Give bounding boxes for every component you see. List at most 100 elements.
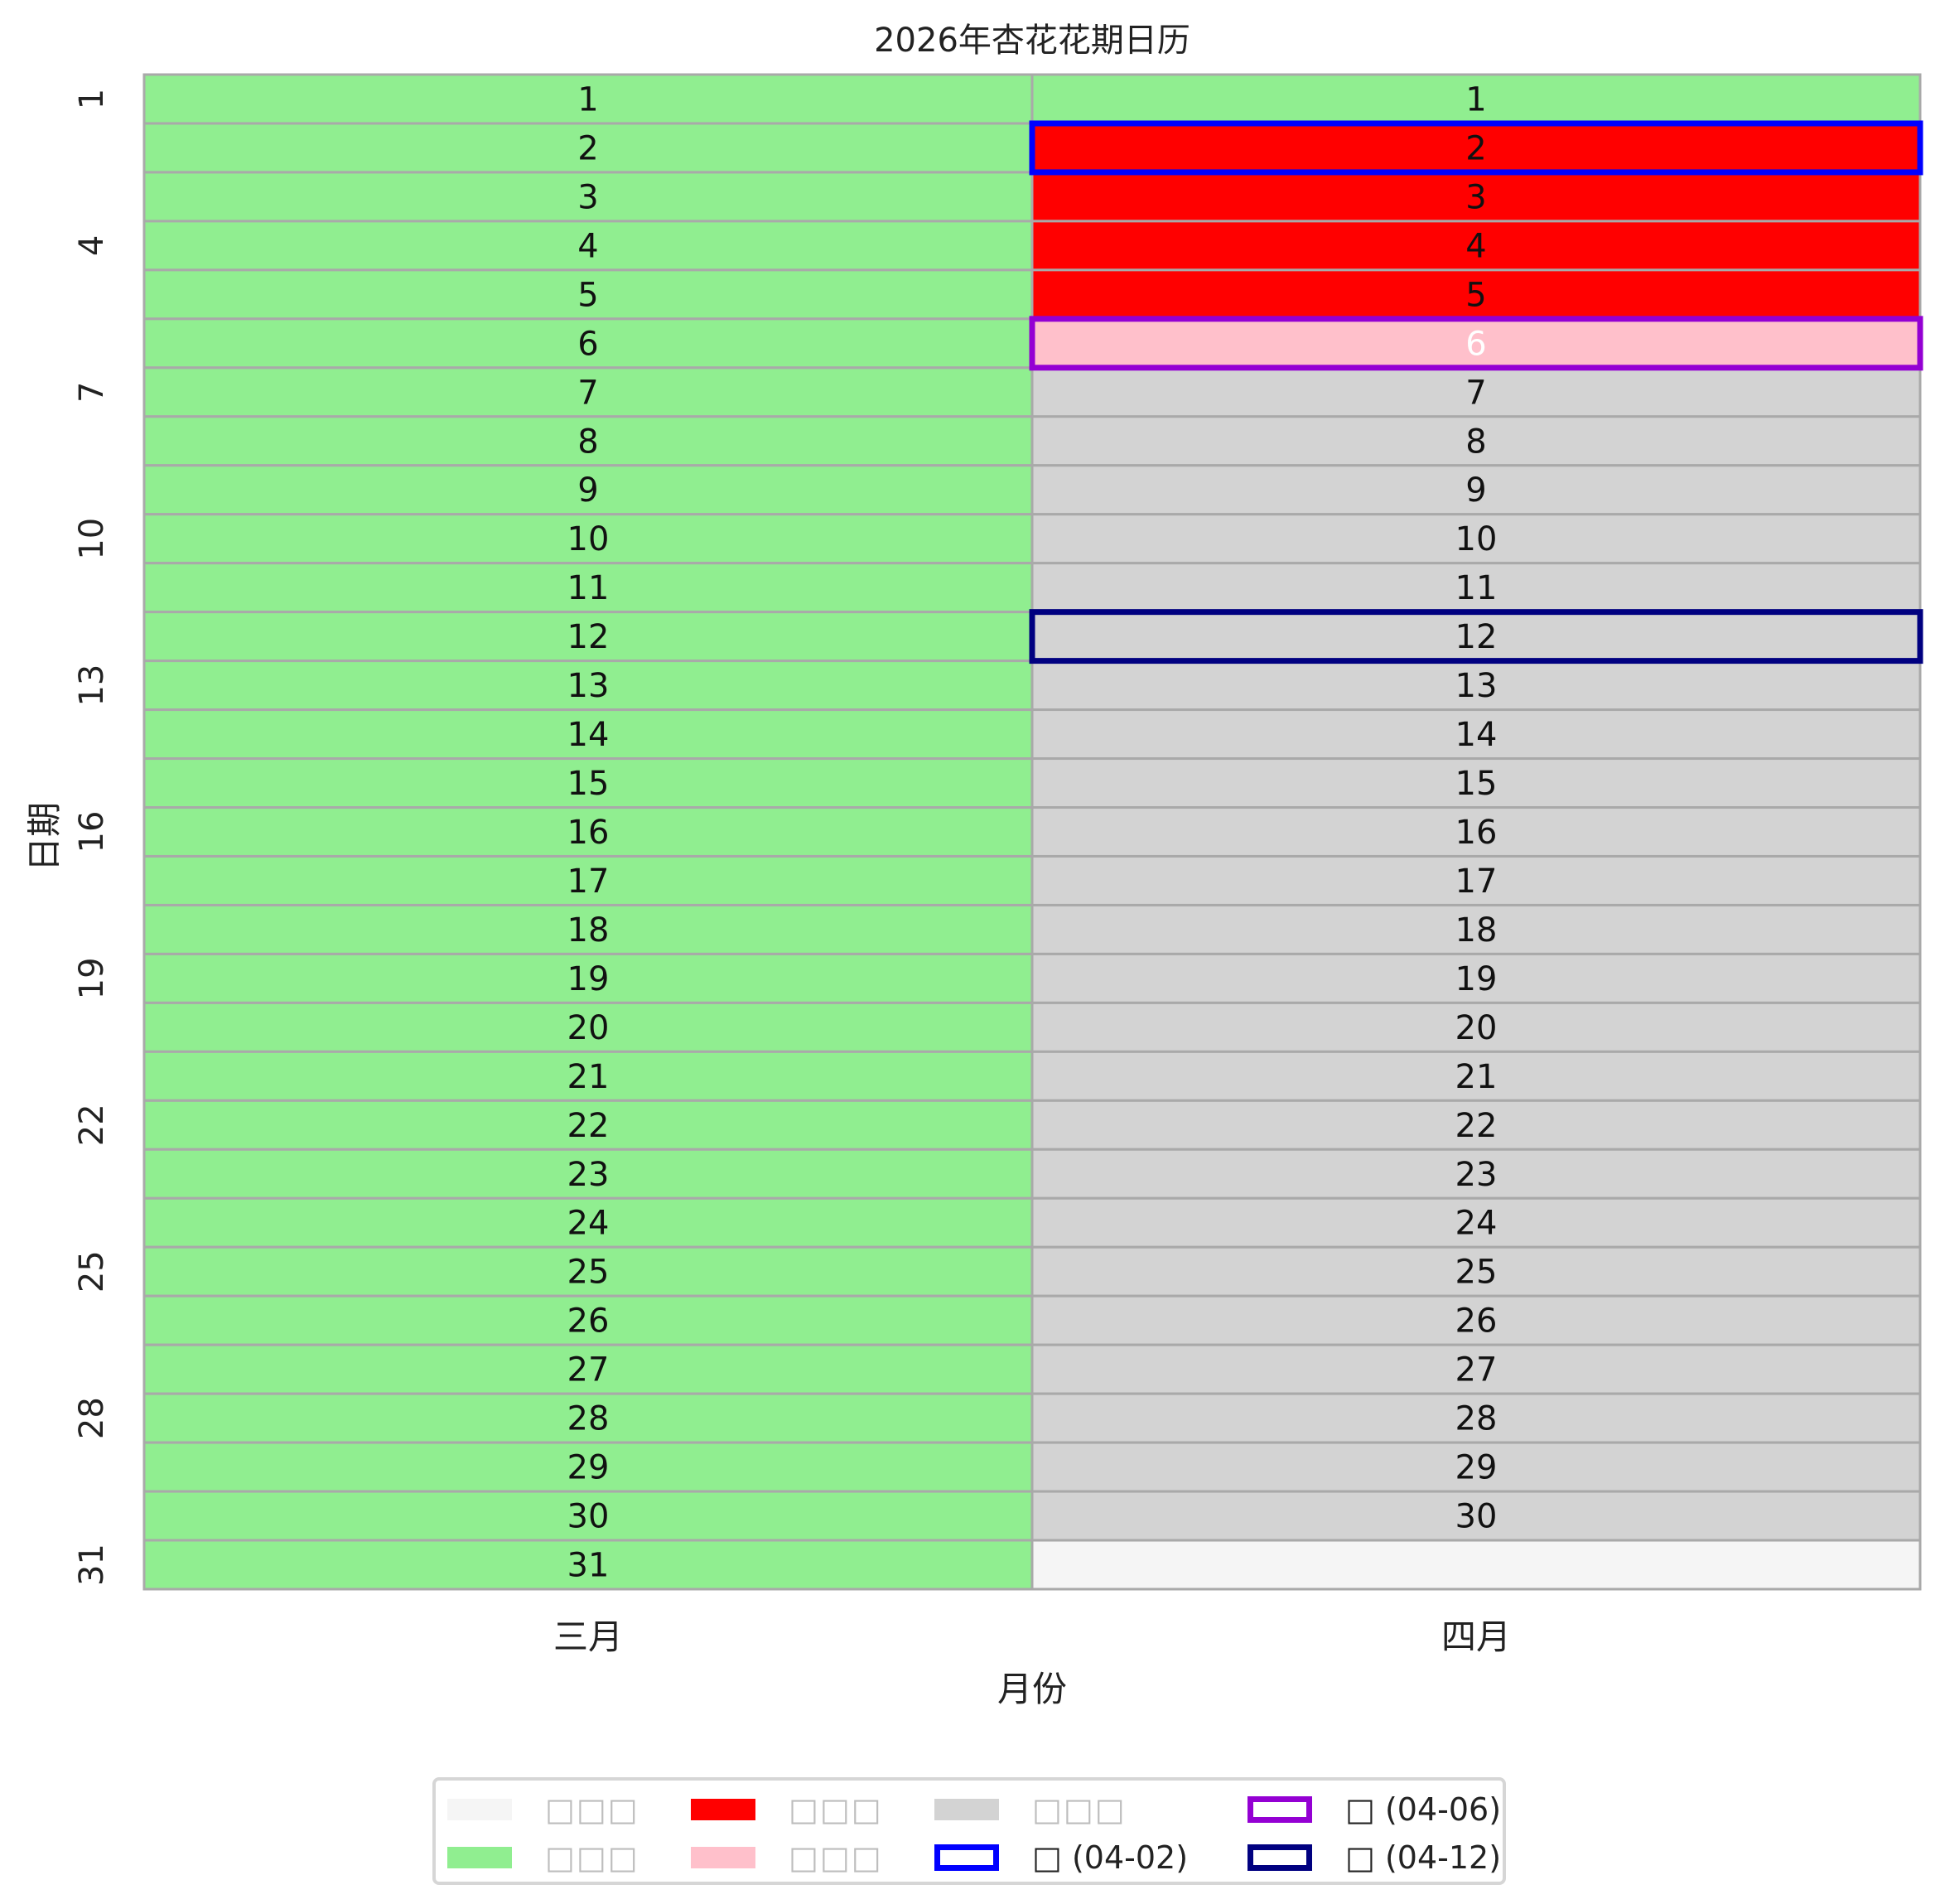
day-label: 18 xyxy=(1455,911,1498,950)
legend-swatch xyxy=(691,1847,755,1868)
day-label: 24 xyxy=(1455,1205,1498,1243)
legend-item: □□□ xyxy=(934,1787,1127,1832)
day-label: 27 xyxy=(567,1351,610,1389)
highlight-outline xyxy=(1029,609,1923,664)
day-label: 20 xyxy=(1455,1009,1498,1047)
chart-title: 2026年杏花花期日历 xyxy=(874,22,1190,60)
day-label: 26 xyxy=(567,1302,610,1341)
highlight-outline xyxy=(1029,120,1923,176)
day-label: 4 xyxy=(577,227,598,265)
day-cell xyxy=(142,1050,1034,1102)
day-label: 13 xyxy=(1455,667,1498,705)
day-label: 31 xyxy=(567,1547,610,1585)
x-axis-label: 月份 xyxy=(997,1669,1067,1709)
day-label: 7 xyxy=(1465,374,1486,412)
day-label: 1 xyxy=(1465,80,1486,118)
day-cell xyxy=(1030,708,1922,761)
day-cell xyxy=(142,1441,1034,1493)
legend-swatch xyxy=(1247,1844,1312,1871)
day-cell xyxy=(1030,903,1922,955)
day-label: 21 xyxy=(1455,1058,1498,1096)
day-label: 17 xyxy=(1455,863,1498,901)
day-label: 12 xyxy=(1455,618,1498,656)
day-cell xyxy=(1030,1050,1922,1102)
day-label: 9 xyxy=(577,471,598,510)
y-tick-label: 19 xyxy=(73,957,111,999)
day-label: 19 xyxy=(1455,960,1498,998)
x-tick-label: 四月 xyxy=(1441,1616,1511,1657)
day-label: 14 xyxy=(1455,716,1498,754)
legend-label: □□□ xyxy=(789,1839,883,1876)
legend-item: □ (04-02) xyxy=(934,1835,1188,1880)
day-label: 28 xyxy=(567,1400,610,1438)
day-cell xyxy=(142,952,1034,1004)
legend-swatch xyxy=(934,1844,999,1871)
day-cell xyxy=(1030,806,1922,858)
day-label: 6 xyxy=(577,325,598,363)
day-cell xyxy=(142,708,1034,761)
legend-swatch xyxy=(447,1799,512,1820)
legend-label: □ (04-02) xyxy=(1032,1839,1189,1876)
day-label: 24 xyxy=(567,1205,610,1243)
day-label: 22 xyxy=(1455,1107,1498,1145)
day-label: 3 xyxy=(1465,178,1486,216)
legend-item: □□□ xyxy=(447,1835,639,1880)
x-axis-ticks: 三月 四月 xyxy=(553,1616,1511,1657)
day-cell xyxy=(1030,268,1922,321)
day-cell xyxy=(1030,1196,1922,1249)
day-cell xyxy=(1030,1245,1922,1298)
day-label: 9 xyxy=(1465,471,1486,510)
day-label: 6 xyxy=(1465,325,1486,363)
day-cell xyxy=(1030,854,1922,906)
day-label: 26 xyxy=(1455,1302,1498,1341)
day-cell xyxy=(142,903,1034,955)
day-cell xyxy=(1030,1001,1922,1053)
legend-swatch xyxy=(1247,1796,1312,1823)
day-label: 10 xyxy=(567,520,610,558)
y-tick-label: 22 xyxy=(73,1104,111,1146)
day-cell xyxy=(142,1148,1034,1200)
day-label: 2 xyxy=(577,129,598,167)
x-tick-label: 三月 xyxy=(553,1616,623,1657)
day-label: 11 xyxy=(1455,569,1498,607)
y-tick-label: 28 xyxy=(73,1397,111,1439)
day-label: 15 xyxy=(567,765,610,803)
day-label: 28 xyxy=(1455,1400,1498,1438)
y-tick-label: 7 xyxy=(73,382,111,403)
day-label: 11 xyxy=(567,569,610,607)
day-cell xyxy=(142,415,1034,467)
day-label: 3 xyxy=(577,178,598,216)
day-label: 18 xyxy=(567,911,610,950)
day-label: 7 xyxy=(577,374,598,412)
legend-item: □ (04-06) xyxy=(1247,1787,1501,1832)
legend: □□□ □□□ □□□ □□□ □□□ □ (04-02) □ (04-06) □ (04-1… xyxy=(432,1777,1506,1885)
legend-swatch xyxy=(934,1799,999,1820)
day-label: 25 xyxy=(1455,1254,1498,1292)
day-label: 10 xyxy=(1455,520,1498,558)
highlight-outline xyxy=(1029,316,1923,371)
y-tick-label: 4 xyxy=(73,235,111,256)
legend-label: □□□ xyxy=(789,1791,883,1828)
day-cell xyxy=(142,854,1034,906)
day-cell xyxy=(142,1539,1034,1591)
day-cell xyxy=(1030,1392,1922,1444)
day-cell xyxy=(1030,1490,1922,1542)
legend-label: □□□ xyxy=(1032,1791,1127,1828)
day-label: 16 xyxy=(567,814,610,852)
day-cell xyxy=(1030,952,1922,1004)
day-cell xyxy=(142,1099,1034,1151)
day-label: 23 xyxy=(567,1156,610,1194)
day-label: 15 xyxy=(1455,765,1498,803)
day-cell xyxy=(142,317,1034,370)
cell-layer: 1234567891011121314151617181920212223242… xyxy=(142,73,1923,1591)
y-tick-label: 31 xyxy=(73,1544,111,1586)
day-cell xyxy=(142,1343,1034,1395)
day-label: 12 xyxy=(567,618,610,656)
day-label: 14 xyxy=(567,716,610,754)
day-label: 23 xyxy=(1455,1156,1498,1194)
y-tick-label: 25 xyxy=(73,1250,111,1293)
legend-item: □□□ xyxy=(691,1787,883,1832)
day-label: 2 xyxy=(1465,129,1486,167)
y-tick-label: 10 xyxy=(73,518,111,560)
